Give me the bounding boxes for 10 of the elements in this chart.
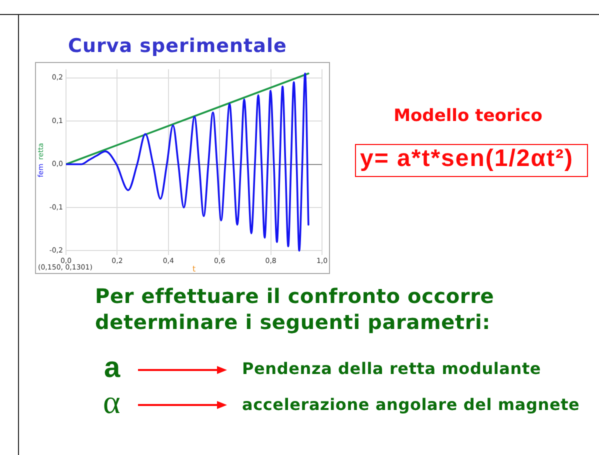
text: Per effettuare il confronto occorre determinare i seguenti parametri: (95, 283, 496, 335)
text: a (104, 352, 120, 385)
line-series (66, 72, 310, 252)
text: accelerazione angolare del magnete (242, 395, 580, 414)
text: Modello teorico (392, 106, 544, 126)
x-axis-title: t (192, 264, 196, 274)
text: Pendenza della retta modulante (242, 359, 542, 378)
text: y= a*t*sen(1/2αt²) (360, 145, 574, 173)
chart-title: Curva sperimentale (68, 35, 287, 57)
text: α (103, 385, 120, 422)
